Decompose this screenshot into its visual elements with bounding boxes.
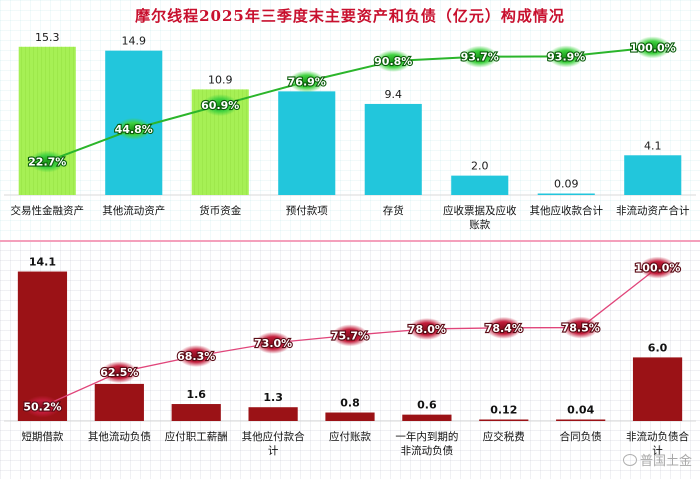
liability-category-label: 非流动负债合	[626, 430, 689, 443]
liability-line-value-label: 78.0%	[408, 323, 446, 336]
liability-line-marker	[332, 324, 368, 347]
asset-category-label: 货币资金	[199, 204, 241, 217]
asset-category-label: 交易性金融资产	[11, 204, 85, 217]
liability-category-label: 应付职工薪酬	[165, 430, 228, 443]
liability-bar	[479, 419, 529, 421]
asset-bar	[278, 91, 336, 195]
liability-bar-value-label: 6.0	[648, 341, 668, 354]
liability-category-label: 计	[652, 444, 663, 457]
asset-line-marker	[634, 36, 671, 59]
liability-line-value-label: 78.5%	[562, 322, 600, 335]
liability-category-label: 短期借款	[21, 430, 63, 443]
asset-line-value-label: 44.8%	[115, 123, 153, 136]
asset-line-marker	[461, 45, 498, 68]
liability-line-marker	[639, 256, 676, 279]
liability-line-value-label: 78.4%	[485, 322, 523, 335]
asset-bar	[364, 103, 422, 195]
liability-line-value-label: 75.7%	[331, 329, 369, 342]
asset-line-value-label: 93.7%	[461, 51, 499, 64]
liability-line-marker	[178, 345, 215, 368]
liability-bar-value-label: 1.3	[263, 391, 283, 404]
asset-category-label: 预付款项	[286, 204, 328, 217]
asset-category-label: 其他应收款合计	[530, 204, 604, 217]
liability-category-label: 应付账款	[329, 430, 371, 443]
asset-line-value-label: 93.9%	[547, 50, 585, 63]
liability-line-marker	[24, 395, 61, 418]
liability-bar	[402, 414, 452, 421]
liability-line-value-label: 100.0%	[635, 262, 681, 275]
watermark: 普国土金	[622, 450, 692, 469]
panel-divider	[0, 240, 700, 242]
liability-category-label: 计	[268, 444, 279, 457]
asset-line-value-label: 60.9%	[201, 99, 239, 112]
asset-bar-value-label: 0.09	[554, 178, 579, 191]
liability-category-label: 非流动负债	[401, 444, 454, 457]
liability-line-value-label: 73.0%	[254, 337, 292, 350]
asset-line-marker	[288, 70, 325, 93]
asset-line-marker	[202, 94, 239, 117]
liability-panel-background	[0, 240, 700, 479]
liability-line-marker	[101, 361, 138, 384]
liability-bar	[325, 412, 375, 421]
asset-bar-value-label: 4.1	[644, 139, 662, 152]
liability-line-value-label: 50.2%	[23, 400, 61, 413]
asset-category-label: 存货	[383, 204, 404, 217]
liability-line-value-label: 62.5%	[100, 366, 138, 379]
asset-bar-value-label: 9.4	[385, 88, 403, 101]
liability-bar-value-label: 0.6	[417, 399, 437, 412]
asset-bar	[624, 155, 682, 195]
asset-bar	[451, 175, 509, 195]
asset-line-marker	[375, 49, 412, 72]
chart-title: 摩尔线程2025年三季度末主要资产和负债（亿元）构成情况	[135, 7, 565, 25]
asset-category-label: 其他流动资产	[102, 204, 165, 217]
liability-bar	[632, 357, 683, 421]
asset-category-label: 应收票据及应收	[443, 204, 517, 217]
liability-bar-value-label: 14.1	[29, 256, 56, 269]
asset-line-marker	[29, 150, 66, 173]
asset-category-label: 非流动资产合计	[616, 204, 690, 217]
liability-category-label: 其他应付款合	[242, 430, 305, 443]
liability-line-marker	[408, 317, 445, 340]
asset-bar-value-label: 15.3	[35, 31, 60, 44]
asset-bar-value-label: 2.0	[471, 160, 489, 173]
liability-bar	[248, 407, 298, 421]
asset-line-marker	[548, 45, 585, 68]
watermark-text: 普国土金	[639, 454, 692, 469]
liability-bar-value-label: 0.8	[340, 397, 360, 410]
liability-line-marker	[485, 316, 522, 339]
asset-line-marker	[115, 117, 152, 140]
liability-bar	[171, 404, 221, 421]
asset-bar-value-label: 10.9	[208, 73, 233, 86]
asset-bar	[18, 46, 76, 195]
liability-bar-value-label: 0.04	[567, 404, 594, 417]
liability-bar	[94, 383, 144, 421]
liability-category-label: 应交税费	[483, 430, 525, 443]
liability-line-value-label: 68.3%	[177, 350, 215, 363]
liability-line-marker	[255, 331, 292, 354]
asset-bar	[537, 193, 595, 195]
liability-category-label: 合同负债	[560, 430, 602, 443]
asset-line-value-label: 100.0%	[630, 41, 676, 54]
liability-category-label: 其他流动负债	[88, 430, 151, 443]
liability-bar-value-label: 0.12	[490, 404, 517, 417]
liability-line-marker	[562, 316, 599, 339]
liability-category-label: 一年内到期的	[395, 430, 458, 443]
asset-line-value-label: 76.9%	[288, 75, 326, 88]
asset-line-value-label: 22.7%	[28, 155, 66, 168]
liability-bar	[556, 419, 606, 421]
weibo-icon	[622, 453, 637, 466]
liability-bar-value-label: 1.6	[186, 388, 206, 401]
asset-line-value-label: 90.8%	[374, 55, 412, 68]
asset-category-label: 账款	[469, 218, 490, 231]
asset-bar-value-label: 14.9	[122, 35, 147, 48]
